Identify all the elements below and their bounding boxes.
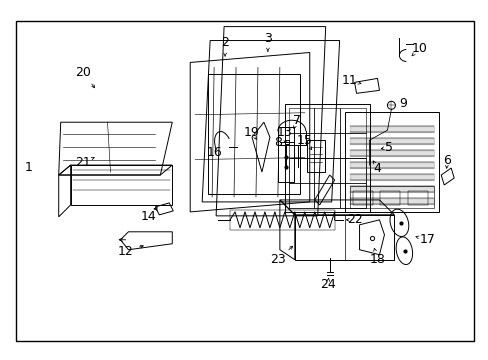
Text: 23: 23 [269, 253, 285, 266]
Bar [349, 186, 433, 208]
Bar [285, 104, 369, 212]
Bar [339, 183, 365, 208]
Text: 12: 12 [117, 245, 133, 258]
Text: 18: 18 [369, 253, 385, 266]
Text: 3: 3 [264, 32, 271, 45]
Text: 24: 24 [319, 278, 335, 291]
Text: 2: 2 [221, 36, 228, 49]
Text: 13: 13 [276, 126, 292, 139]
Text: 14: 14 [140, 210, 156, 223]
Bar [229, 210, 334, 230]
Text: 15: 15 [296, 134, 312, 147]
Text: 4: 4 [373, 162, 381, 175]
Text: 10: 10 [410, 42, 427, 55]
Text: 11: 11 [341, 74, 357, 87]
Bar [339, 158, 365, 183]
Bar [339, 108, 365, 133]
Bar [288, 158, 314, 183]
Bar [288, 133, 314, 158]
Bar [339, 133, 365, 158]
Text: 17: 17 [419, 233, 434, 246]
Bar [407, 191, 427, 205]
Text: 16: 16 [206, 145, 222, 159]
Bar [208, 75, 299, 194]
Bar [288, 183, 314, 208]
Bar [352, 191, 372, 205]
Bar [314, 183, 339, 208]
Text: 19: 19 [244, 126, 259, 139]
Bar [306, 140, 324, 172]
Bar [314, 133, 339, 158]
Bar [314, 108, 339, 133]
Text: 9: 9 [399, 97, 407, 110]
Text: 6: 6 [442, 154, 450, 167]
Bar [344, 112, 438, 212]
Bar [288, 158, 365, 208]
Bar [314, 158, 339, 183]
Text: 21: 21 [75, 156, 90, 168]
Text: 8: 8 [273, 136, 281, 149]
Text: 7: 7 [292, 114, 300, 127]
Text: 20: 20 [75, 66, 90, 79]
Bar [380, 191, 400, 205]
Text: 1: 1 [25, 161, 33, 174]
Text: 22: 22 [346, 213, 362, 226]
Bar [16, 21, 473, 341]
Text: 5: 5 [385, 141, 393, 154]
Bar [288, 108, 314, 133]
